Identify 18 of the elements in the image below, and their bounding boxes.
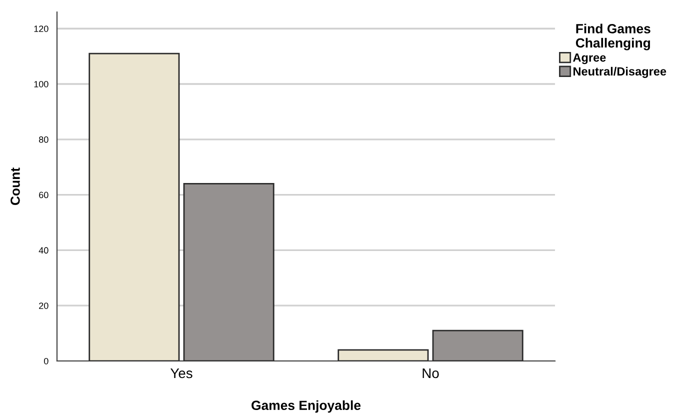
y-tick-label: 0 [44, 358, 48, 364]
x-tick-label: Yes [170, 368, 192, 378]
bar [432, 330, 524, 361]
y-tick-label: 80 [39, 136, 48, 143]
y-tick-label: 60 [39, 192, 48, 198]
legend-title: Find Games Challenging [576, 24, 650, 50]
x-tick-label: No [422, 368, 439, 378]
bar [183, 183, 274, 361]
y-tick-label: 20 [39, 302, 48, 309]
bar [88, 52, 180, 361]
y-tick-label: 100 [34, 80, 48, 88]
y-axis-title: Count [10, 168, 20, 206]
y-tick-label: 40 [38, 247, 48, 254]
bar [338, 349, 429, 361]
y-tick-label: 120 [34, 26, 48, 32]
legend-label: Agree [573, 53, 606, 64]
x-axis-title: Games Enjoyable [252, 400, 361, 413]
legend-label: Neutral/Disagree [574, 66, 666, 78]
